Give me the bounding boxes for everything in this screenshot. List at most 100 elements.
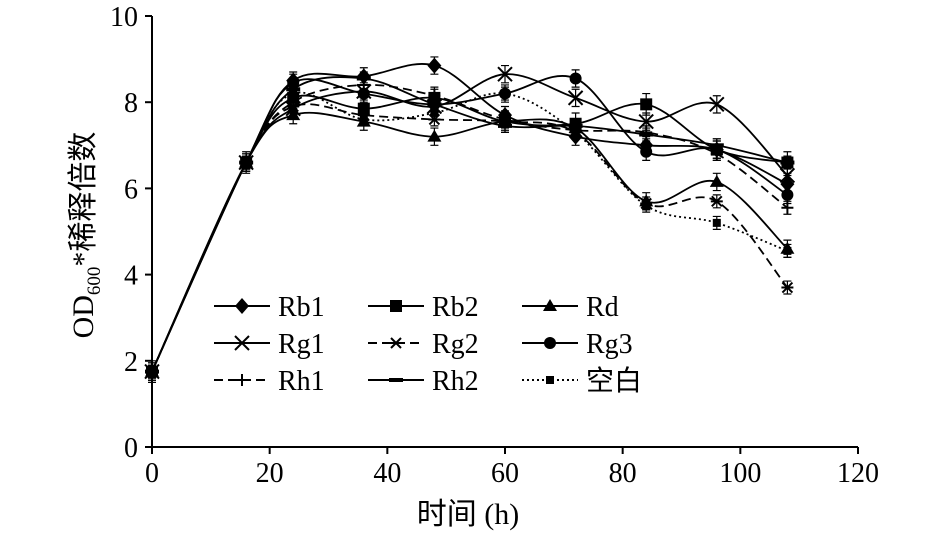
data-point: [642, 198, 651, 213]
data-point: [640, 142, 653, 161]
legend-marker: [390, 300, 402, 312]
data-point: [639, 127, 654, 142]
data-point: [709, 138, 724, 153]
data-marker: [779, 167, 796, 184]
data-marker: [497, 66, 513, 82]
legend-label: 空白: [586, 365, 642, 397]
legend-marker: [390, 337, 402, 349]
data-marker: [781, 281, 794, 294]
data-marker: [427, 129, 442, 142]
data-point: [567, 88, 584, 108]
x-tick-label: 0: [145, 458, 159, 489]
data-marker: [359, 115, 368, 124]
legend-label: Rh2: [432, 366, 479, 397]
y-tick-label: 6: [124, 174, 138, 205]
legend-marker: [236, 374, 248, 386]
legend-item: Rg3: [522, 329, 633, 360]
data-marker: [642, 201, 651, 210]
data-point: [289, 86, 298, 101]
series-line: [151, 76, 788, 372]
x-tick-label: 120: [837, 458, 879, 489]
data-marker: [148, 367, 156, 376]
data-marker: [640, 145, 653, 158]
legend-label: Rd: [586, 292, 619, 323]
data-marker: [242, 158, 251, 167]
data-marker: [639, 132, 654, 137]
data-point: [427, 127, 442, 146]
y-tick-label: 4: [124, 261, 138, 292]
data-marker: [289, 89, 298, 98]
data-marker: [356, 76, 371, 81]
data-point: [781, 280, 794, 295]
data-marker: [709, 174, 724, 187]
legend-item: Rd: [522, 292, 619, 323]
data-point: [501, 86, 509, 101]
data-marker: [498, 123, 512, 128]
data-point: [356, 71, 371, 86]
y-axis-label-rest: *稀释倍数: [67, 132, 100, 267]
legend-label: Rg1: [278, 329, 325, 360]
legend-label: Rh1: [278, 366, 325, 397]
legend-item: Rb1: [214, 292, 325, 323]
x-axis-label: 时间 (h): [417, 498, 519, 531]
data-point: [497, 64, 513, 84]
legend-item: Rg1: [214, 329, 325, 360]
legend: Rb1 Rb2 Rd Rg1 Rg2 Rg3 Rh1 Rh2 空白: [214, 292, 642, 397]
y-tick-label: 2: [124, 347, 138, 378]
data-point: [430, 105, 439, 121]
data-point: [780, 155, 795, 170]
legend-item: Rg2: [368, 329, 479, 360]
x-tick-label: 20: [256, 458, 284, 489]
data-marker: [501, 89, 509, 98]
data-marker: [783, 246, 792, 255]
data-marker: [430, 108, 439, 117]
data-marker: [427, 57, 442, 74]
data-point: [781, 185, 794, 205]
data-point: [359, 112, 368, 127]
data-point: [710, 194, 723, 209]
legend-marker: [234, 335, 250, 351]
data-marker: [640, 98, 653, 111]
x-tick-label: 80: [609, 458, 637, 489]
data-marker: [427, 102, 442, 107]
legend-label: Rb2: [432, 292, 479, 323]
data-marker: [710, 195, 723, 208]
data-point: [709, 172, 724, 192]
data-point: [709, 95, 725, 114]
legend-marker: [235, 298, 249, 314]
legend-marker: [546, 376, 554, 384]
data-marker: [709, 143, 724, 148]
data-point: [712, 215, 721, 230]
data-point: [148, 364, 156, 379]
data-marker: [569, 72, 582, 85]
data-marker: [571, 128, 580, 137]
data-point: [498, 118, 512, 133]
data-point: [242, 155, 251, 170]
data-point: [783, 243, 792, 258]
data-marker: [357, 87, 370, 100]
legend-marker: [544, 337, 556, 349]
axis-ticks: 0 20 40 60 80 100 120 0 2 4 6 8 10: [110, 2, 879, 489]
series-layer: [144, 56, 796, 383]
data-point: [569, 69, 582, 88]
data-marker: [638, 113, 654, 130]
y-tick-label: 10: [110, 2, 138, 33]
data-point: [640, 92, 653, 116]
y-axis-label-main: OD: [67, 295, 100, 338]
series-line: [151, 63, 788, 372]
data-marker: [781, 201, 794, 214]
data-marker: [781, 188, 794, 201]
data-marker: [780, 160, 795, 165]
y-tick-label: 8: [124, 88, 138, 119]
legend-marker: [389, 378, 403, 382]
legend-item: 空白: [522, 365, 642, 397]
legend-label: Rb1: [278, 292, 325, 323]
legend-item: Rb2: [368, 292, 479, 323]
y-tick-label: 0: [124, 433, 138, 464]
x-tick-label: 100: [719, 458, 761, 489]
legend-label: Rg2: [432, 329, 479, 360]
x-tick-label: 40: [373, 458, 401, 489]
legend-item: Rh2: [368, 366, 479, 397]
data-marker: [712, 218, 721, 227]
series-8: [148, 86, 792, 379]
